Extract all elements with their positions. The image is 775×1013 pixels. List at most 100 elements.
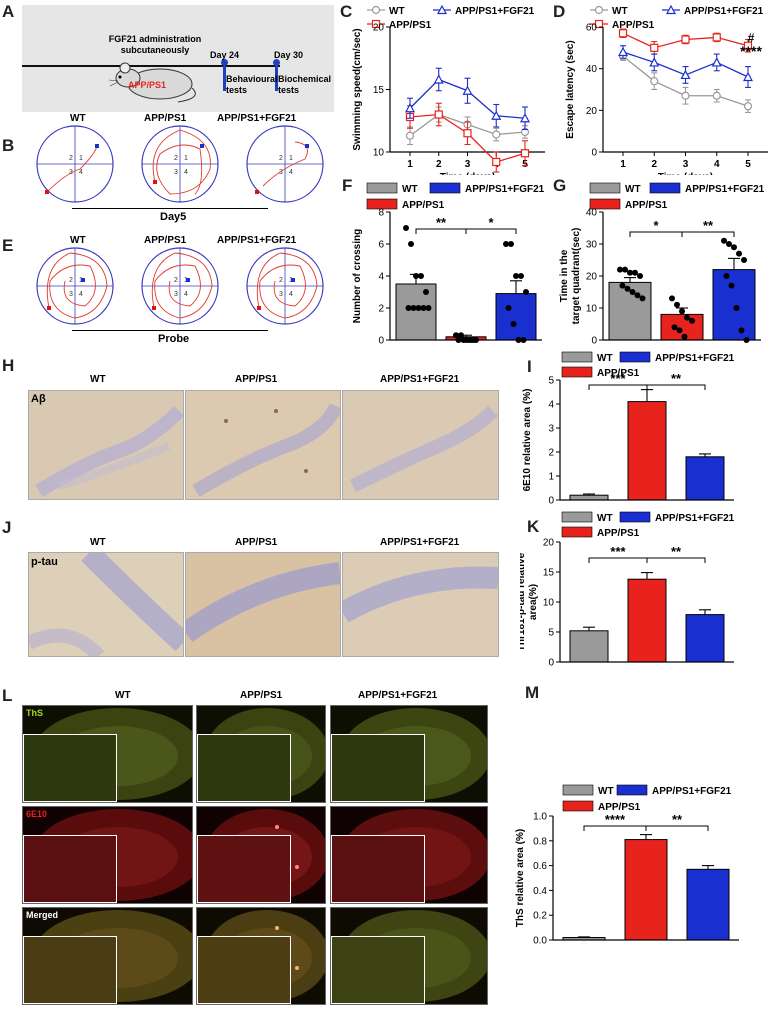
data-point bbox=[505, 305, 512, 311]
panel-letter-e: E bbox=[2, 236, 14, 255]
panel-letter-l: L bbox=[2, 686, 13, 705]
maze-quadrant-label: 2 bbox=[279, 155, 283, 162]
y-axis-title: Swimming speed(cm/sec) bbox=[352, 28, 363, 150]
data-point bbox=[453, 332, 459, 339]
marker-app bbox=[650, 43, 659, 52]
marker-app bbox=[492, 157, 501, 167]
maze-quadrant-label: 4 bbox=[184, 291, 188, 298]
marker-fgf bbox=[437, 4, 447, 15]
significance-stars: ** bbox=[671, 544, 682, 559]
l-label-wt: WT bbox=[115, 690, 131, 701]
biochem-label-2: tests bbox=[278, 85, 300, 95]
biochem-label-1: Biochemical bbox=[278, 74, 332, 84]
marker-wt bbox=[371, 5, 381, 15]
y-tick-label: 60 bbox=[586, 23, 598, 34]
marker-fgf bbox=[520, 112, 530, 123]
data-point bbox=[508, 241, 514, 247]
data-point bbox=[523, 289, 529, 295]
x-tick-label: 2 bbox=[651, 159, 657, 170]
legend-swatch-1 bbox=[561, 366, 593, 378]
data-point bbox=[513, 273, 519, 279]
data-point bbox=[632, 269, 638, 276]
x-axis-title: Time (days) bbox=[658, 172, 713, 175]
panel-letter-c: C bbox=[340, 2, 353, 21]
maze-swim-path bbox=[262, 141, 308, 187]
marker-fgf bbox=[649, 57, 660, 67]
maze-start-marker bbox=[45, 190, 49, 194]
maze-quadrant-label: 2 bbox=[174, 155, 178, 162]
marker-fgf bbox=[462, 85, 473, 95]
significance-stars: * bbox=[488, 215, 494, 230]
marker-wt bbox=[681, 91, 690, 100]
y-tick-label: 0 bbox=[548, 496, 554, 507]
merged-image-wt bbox=[22, 907, 193, 1005]
abeta-image-wt bbox=[28, 390, 184, 500]
bar-0 bbox=[569, 494, 609, 501]
maze-swim-path bbox=[46, 252, 108, 319]
legend-label-1: APP/PS1 bbox=[389, 20, 432, 31]
y-axis-title: 6E10 relative area (%) bbox=[522, 389, 533, 492]
marker-app bbox=[743, 41, 753, 50]
abeta-stain-label: Aβ bbox=[31, 393, 46, 405]
l-label-app: APP/PS1 bbox=[240, 690, 283, 701]
legend-label-1: APP/PS1 bbox=[597, 368, 640, 379]
y-tick-label: 10 bbox=[373, 148, 385, 159]
y-tick-label: 0 bbox=[548, 658, 554, 669]
legend-swatch-1 bbox=[561, 526, 593, 538]
day24-label: Day 24 bbox=[210, 50, 240, 60]
day30-label: Day 30 bbox=[274, 50, 304, 60]
data-point bbox=[639, 295, 646, 302]
x-tick-label: 2 bbox=[436, 159, 442, 170]
e-label-fgf: APP/PS1+FGF21 bbox=[217, 235, 297, 246]
behaviour-label-1: Behavioural bbox=[226, 74, 278, 84]
data-point bbox=[676, 327, 683, 334]
ths-image-app bbox=[196, 705, 326, 803]
data-point bbox=[510, 321, 517, 327]
h-label-app: APP/PS1 bbox=[235, 374, 278, 385]
data-point bbox=[420, 305, 427, 311]
j-label-wt: WT bbox=[90, 537, 106, 548]
x-tick-label: 1 bbox=[620, 159, 626, 170]
x-tick-label: 3 bbox=[465, 159, 471, 170]
day5-label: Day5 bbox=[160, 211, 187, 223]
marker-app bbox=[712, 33, 721, 42]
bar-2 bbox=[712, 269, 756, 341]
abeta-image-app bbox=[185, 390, 343, 500]
mouse-icon bbox=[108, 62, 196, 103]
legend-label-1: APP/PS1 bbox=[402, 200, 445, 211]
data-point bbox=[619, 282, 626, 289]
maze-platform-marker bbox=[291, 278, 295, 282]
probe-underline bbox=[72, 330, 268, 331]
y-tick-label: 10 bbox=[543, 598, 555, 609]
data-point bbox=[671, 324, 678, 331]
maze-quadrant-label: 3 bbox=[69, 291, 73, 298]
ptau-stain-label: p-tau bbox=[31, 556, 58, 568]
maze-swim-path bbox=[256, 252, 318, 319]
maze-platform-marker bbox=[305, 144, 309, 148]
ptau-image-wt bbox=[25, 545, 191, 661]
y-tick-label: 5 bbox=[548, 376, 554, 387]
legend-swatch-0 bbox=[561, 351, 593, 363]
legend-swatch-0 bbox=[561, 511, 593, 523]
y-tick-label: 0 bbox=[591, 148, 597, 159]
y-tick-label: 2 bbox=[378, 304, 384, 315]
maze-swim-path bbox=[151, 252, 213, 319]
bar-0 bbox=[569, 630, 609, 663]
legend-label-1: APP/PS1 bbox=[625, 200, 668, 211]
data-point bbox=[617, 266, 623, 273]
data-point bbox=[738, 327, 745, 334]
significance-stars: ** bbox=[672, 812, 683, 827]
day5-underline bbox=[72, 208, 268, 209]
significance-stars: ** bbox=[671, 371, 682, 386]
maze-quadrant-label: 1 bbox=[184, 155, 188, 162]
maze-quadrant-label: 2 bbox=[279, 277, 283, 284]
significance-bracket bbox=[681, 231, 735, 237]
maze-start-marker bbox=[257, 306, 261, 310]
e610-image-app bbox=[196, 806, 326, 904]
marker-app bbox=[520, 149, 530, 158]
legend-label-0: WT bbox=[402, 184, 418, 195]
legend-swatch-1 bbox=[366, 198, 398, 210]
data-point bbox=[637, 273, 643, 279]
marker-wt bbox=[743, 102, 753, 111]
significance-bracket bbox=[465, 228, 517, 234]
